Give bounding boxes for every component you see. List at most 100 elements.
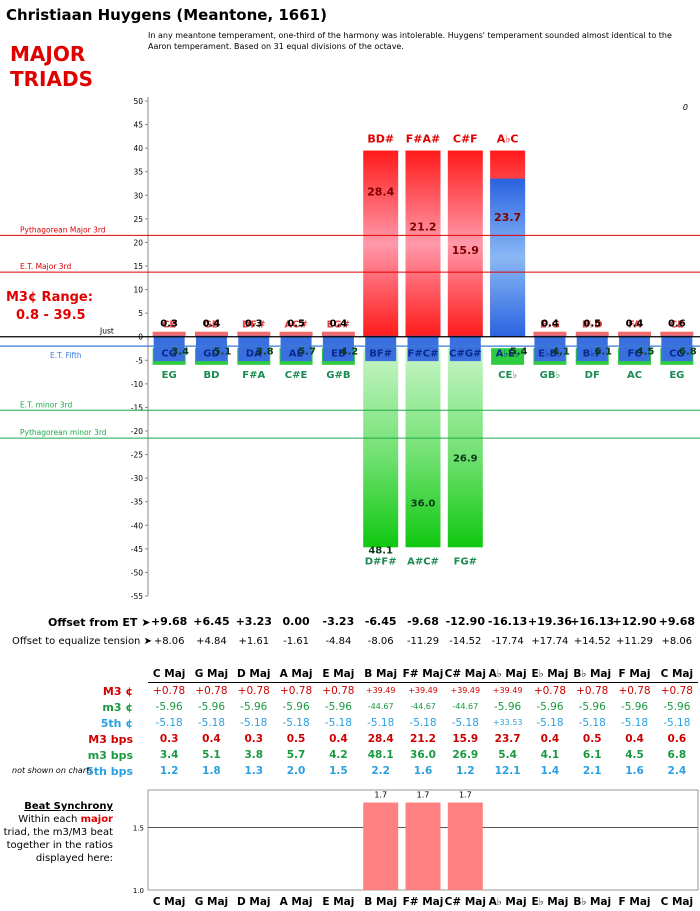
equalize-value: -11.29	[406, 636, 440, 647]
m3-minor-bps-label: 5.7	[298, 347, 316, 358]
m3-major-bps-label: 0.4	[626, 319, 644, 330]
fifth-bar	[449, 335, 481, 362]
table-cell: 0.4	[202, 733, 221, 745]
table-header: A Maj	[279, 668, 313, 680]
m3-major-bps-label: 0.5	[583, 319, 601, 330]
beat-bar-label: 1.7	[417, 791, 430, 800]
table-cell: -5.18	[197, 717, 226, 729]
table-cell: 26.9	[452, 749, 479, 761]
y-tick-label: -50	[131, 568, 143, 577]
fifth-interval-label: DA	[246, 349, 262, 360]
table-cell: 0.4	[329, 733, 348, 745]
table-cell: -5.96	[324, 701, 352, 713]
bottom-interval-label: DF	[585, 370, 600, 381]
table-cell: 4.2	[329, 749, 348, 761]
fifth-bar	[238, 335, 270, 362]
beat-bar	[363, 802, 399, 890]
equalize-value: +17.74	[531, 636, 569, 647]
beat-bar-label: 1.7	[459, 791, 472, 800]
offset-value: +6.45	[193, 615, 230, 628]
fifth-interval-label: A♭E♭	[496, 349, 520, 360]
table-row-label: m3 bps	[87, 749, 133, 762]
fifth-interval-label: E♭B♭	[538, 349, 562, 360]
m3-major-bar	[660, 331, 694, 337]
beat-text-after: triad, the m3/M3 beat together in the ra…	[3, 827, 113, 864]
table-cell: 2.2	[371, 765, 390, 777]
fifth-bar	[619, 335, 651, 362]
table-cell: 23.7	[494, 733, 521, 745]
equalize-value: +1.61	[238, 636, 270, 647]
equalize-value: +8.06	[661, 636, 693, 647]
table-cell: 5.7	[286, 749, 306, 761]
table-cell: 15.9	[452, 733, 479, 745]
beat-text-major: major	[80, 814, 113, 825]
table-cell: +0.78	[195, 685, 228, 697]
offset-value: +9.68	[150, 615, 188, 628]
offset-value: -9.68	[407, 615, 439, 628]
table-cell: 5.4	[498, 749, 517, 761]
y-tick-label: 50	[133, 97, 143, 106]
equalize-value: -17.74	[491, 636, 524, 647]
table-cell: 0.6	[667, 733, 687, 745]
table-cell: -5.96	[663, 701, 691, 713]
y-tick-label: -25	[131, 451, 143, 460]
table-header-rule	[148, 682, 698, 683]
m3-minor-bps-label: 6.8	[679, 347, 697, 358]
fifth-bar	[365, 335, 397, 362]
fifth-bar	[661, 335, 693, 362]
table-row-label: M3 bps	[88, 733, 133, 746]
beat-x-label: E Maj	[322, 896, 354, 908]
table-cell: 1.2	[159, 765, 179, 777]
bottom-interval-label: G#B	[326, 370, 350, 381]
table-cell: -5.96	[282, 701, 310, 713]
beat-x-label: D Maj	[237, 896, 271, 908]
fifth-bar	[490, 178, 526, 337]
m3-major-bar	[447, 150, 483, 337]
bottom-interval-label: GB♭	[540, 370, 561, 381]
table-cell: 5.1	[202, 749, 221, 761]
offset-value: +16.13	[570, 615, 615, 628]
m3-major-bar	[533, 331, 567, 337]
top-interval-label: C#F	[453, 133, 478, 146]
bottom-interval-label: BD	[203, 370, 219, 381]
top-interval-label: A♭C	[497, 133, 519, 146]
equalize-value: +4.84	[196, 636, 227, 647]
table-cell: 4.5	[625, 749, 644, 761]
equalize-value: +8.06	[153, 636, 185, 647]
equalize-value: -14.52	[449, 636, 482, 647]
table-cell: 6.1	[582, 749, 602, 761]
m3-minor-bps-label: 3.4	[171, 347, 189, 358]
main-chart: 50454035302520151050-5-10-15-20-25-30-35…	[0, 97, 700, 601]
fifth-interval-label: FC	[627, 349, 641, 360]
bottom-interval-label: A#C#	[407, 556, 439, 567]
m3-minor-bps-label: 5.4	[510, 347, 528, 358]
table-header: C Maj	[660, 668, 694, 680]
fifth-bar	[195, 335, 227, 362]
fifth-interval-label: B♭F	[583, 349, 602, 360]
just-line-label: Just	[99, 327, 114, 336]
m3-major-bps-label: 15.9	[452, 244, 479, 257]
fifth-bar	[407, 335, 439, 362]
table-cell: -5.18	[409, 717, 437, 729]
equalize-value: -1.61	[283, 636, 309, 647]
table-cell: 0.4	[625, 733, 644, 745]
table-cell: 4.1	[540, 749, 560, 761]
table-cell: -5.96	[197, 701, 226, 713]
top-interval-label: DF#	[242, 320, 266, 331]
beat-x-label: G Maj	[195, 896, 228, 908]
m3-minor-bps-label: 4.2	[341, 347, 359, 358]
top-interval-label: CE	[670, 320, 684, 331]
m3-major-bar	[279, 331, 313, 337]
table-cell: -44.67	[367, 702, 394, 711]
equalize-value: -8.06	[367, 636, 394, 647]
m3-range-value: 0.8 - 39.5	[16, 308, 86, 323]
table-cell: -5.96	[578, 701, 606, 713]
m3-major-bar	[618, 331, 652, 337]
y-tick-label: 40	[133, 144, 143, 153]
m3-minor-bar	[447, 348, 483, 548]
y-tick-label: 35	[133, 168, 143, 177]
beat-x-label: C# Maj	[445, 896, 486, 908]
fifth-bar	[322, 335, 354, 362]
offset-value: -3.23	[322, 615, 355, 628]
fifth-bar	[280, 335, 312, 362]
